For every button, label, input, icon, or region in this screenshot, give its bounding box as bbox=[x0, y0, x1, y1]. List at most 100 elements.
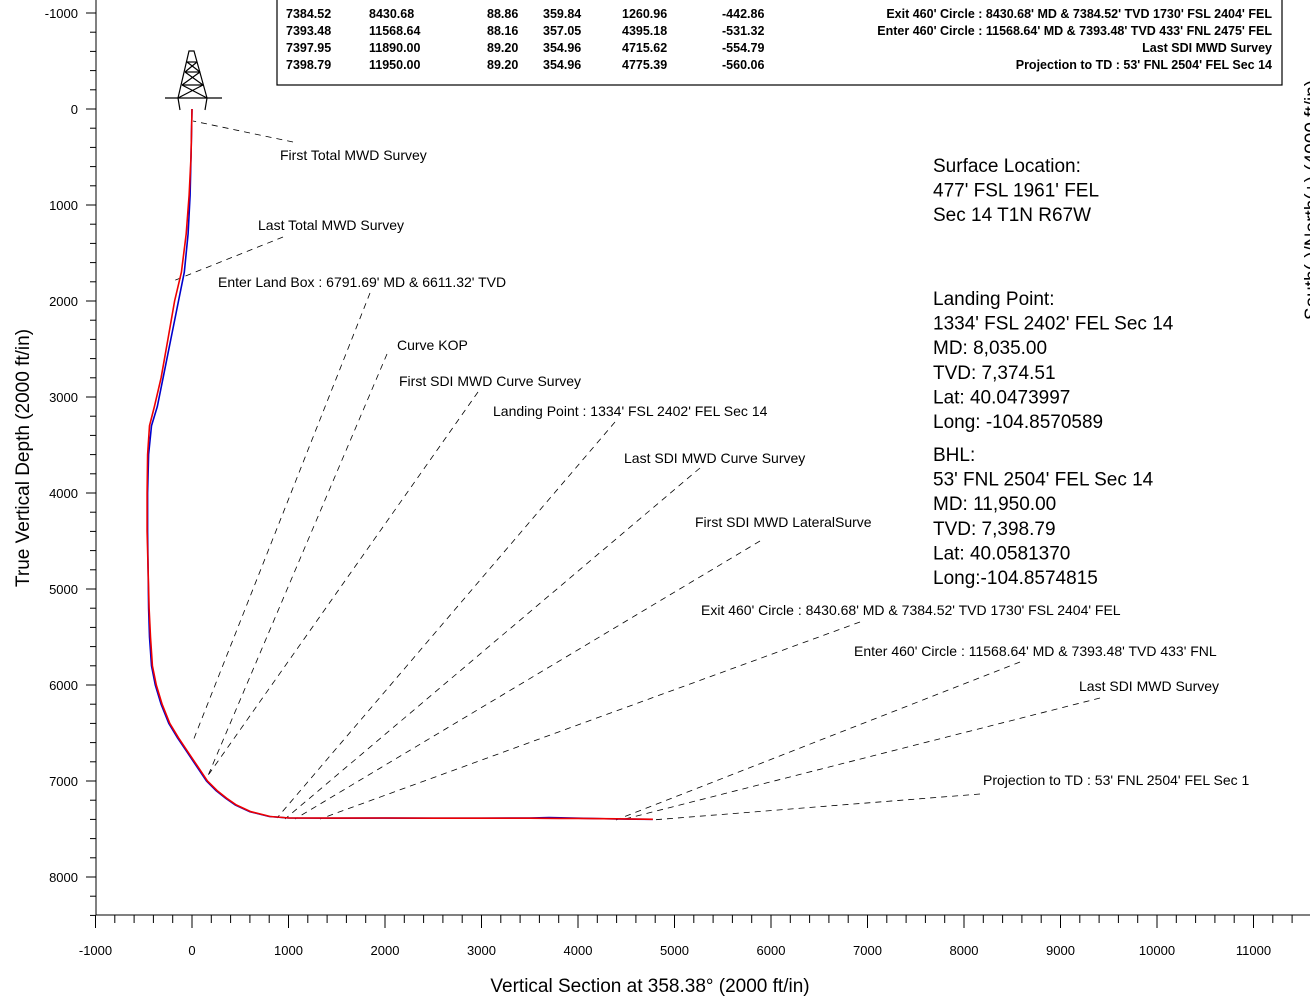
x-tick-label: 4000 bbox=[564, 943, 593, 958]
y-tick-label: 6000 bbox=[49, 678, 78, 693]
x-tick-label: 1000 bbox=[274, 943, 303, 958]
annotation-leader-line bbox=[206, 353, 388, 779]
series-line-red bbox=[146, 108, 653, 821]
survey-table-comment: Last SDI MWD Survey bbox=[1142, 41, 1272, 55]
y-tick-label: 7000 bbox=[49, 774, 78, 789]
series-lines bbox=[146, 108, 653, 821]
survey-table-cell: 359.84 bbox=[543, 7, 581, 21]
annotation-label: First Total MWD Survey bbox=[280, 147, 427, 163]
annotation-leader-line bbox=[615, 661, 1021, 821]
survey-table-cell: 88.86 bbox=[487, 7, 518, 21]
info-line: TVD: 7,398.79 bbox=[933, 519, 1056, 540]
annotation-label: Last SDI MWD Curve Survey bbox=[624, 450, 805, 466]
annotation-label: Landing Point : 1334' FSL 2402' FEL Sec … bbox=[493, 403, 768, 419]
survey-table-cell: -554.79 bbox=[722, 41, 764, 55]
survey-table-row: 7393.48 11568.64 88.16 357.05 4395.18 -531.32… bbox=[286, 24, 1272, 38]
x-tick-label: 8000 bbox=[950, 943, 979, 958]
survey-table-cell: 7397.95 bbox=[286, 41, 331, 55]
x-tick-label: 10000 bbox=[1139, 943, 1175, 958]
info-line: 53' FNL 2504' FEL Sec 14 bbox=[933, 470, 1154, 491]
survey-table-cell: 7393.48 bbox=[286, 24, 331, 38]
info-line: Lat: 40.0473997 bbox=[933, 387, 1070, 408]
y-tick-label: 4000 bbox=[49, 486, 78, 501]
info-line: TVD: 7,374.51 bbox=[933, 363, 1056, 384]
drilling-rig-icon bbox=[165, 50, 222, 111]
bhl-info: BHL: 53' FNL 2504' FEL Sec 14 MD: 11,950.0… bbox=[933, 445, 1154, 589]
landing-point-info: Landing Point: 1334' FSL 2402' FEL Sec 14… bbox=[933, 289, 1174, 433]
y-axis-title: True Vertical Depth (2000 ft/in) bbox=[13, 329, 34, 587]
x-tick-label: 6000 bbox=[757, 943, 786, 958]
annotations: First Total MWD Survey Last Total MWD Sur… bbox=[218, 147, 1250, 788]
info-line: Lat: 40.0581370 bbox=[933, 543, 1070, 564]
annotation-leader-line bbox=[620, 697, 1101, 821]
y-tick-label: 0 bbox=[71, 102, 78, 117]
info-line: Surface Location: bbox=[933, 156, 1081, 177]
annotation-label: First SDI MWD LateralSurve bbox=[695, 514, 872, 530]
right-axis-title: South(-)/North(+) (4000 ft/in) bbox=[1302, 80, 1310, 320]
survey-table-cell: 354.96 bbox=[543, 41, 581, 55]
survey-table-box bbox=[276, 0, 1283, 86]
annotation-label: First SDI MWD Curve Survey bbox=[399, 373, 581, 389]
survey-table-cell: -531.32 bbox=[722, 24, 764, 38]
annotation-label: Last Total MWD Survey bbox=[258, 217, 404, 233]
survey-table-cell: 7384.52 bbox=[286, 7, 331, 21]
annotation-label: Projection to TD : 53' FNL 2504' FEL Sec… bbox=[983, 772, 1250, 788]
y-tick-label: -1000 bbox=[45, 6, 78, 21]
info-line: Long:-104.8574815 bbox=[933, 568, 1098, 589]
x-tick-label: 9000 bbox=[1046, 943, 1075, 958]
survey-table-cell: 4775.39 bbox=[622, 58, 667, 72]
survey-table-cell: 89.20 bbox=[487, 58, 518, 72]
annotation-leader-line bbox=[172, 236, 284, 282]
info-line: 1334' FSL 2402' FEL Sec 14 bbox=[933, 314, 1174, 335]
survey-table-comment: Exit 460' Circle : 8430.68' MD & 7384.52… bbox=[886, 7, 1272, 21]
x-tick-label: 2000 bbox=[371, 943, 400, 958]
survey-table-cell: 354.96 bbox=[543, 58, 581, 72]
annotation-leader-line bbox=[276, 421, 616, 819]
annotation-leader-line bbox=[208, 391, 479, 775]
right-axis-title-clip: South(-)/North(+) (4000 ft/in) bbox=[1302, 80, 1310, 320]
survey-table-cell: 88.16 bbox=[487, 24, 518, 38]
survey-table-comment: Projection to TD : 53' FNL 2504' FEL Sec… bbox=[1016, 58, 1272, 72]
annotation-leader-line bbox=[651, 793, 981, 821]
survey-table-comment: Enter 460' Circle : 11568.64' MD & 7393.… bbox=[877, 24, 1272, 38]
survey-table-cell: 4395.18 bbox=[622, 24, 667, 38]
annotation-leader-line bbox=[319, 621, 861, 820]
x-tick-label: 3000 bbox=[467, 943, 496, 958]
survey-table-row: 7397.95 11890.00 89.20 354.96 4715.62 -554.79… bbox=[286, 41, 1272, 55]
surface-location-info: Surface Location: 477' FSL 1961' FEL Sec 1… bbox=[933, 156, 1099, 226]
info-line: Sec 14 T1N R67W bbox=[933, 205, 1091, 226]
info-line: BHL: bbox=[933, 445, 975, 466]
survey-table-cell: 7398.79 bbox=[286, 58, 331, 72]
survey-table-row: 7398.79 11950.00 89.20 354.96 4775.39 -560.06… bbox=[286, 58, 1272, 72]
info-block: Surface Location: 477' FSL 1961' FEL Sec 1… bbox=[933, 156, 1174, 589]
annotation-label: Enter 460' Circle : 11568.64' MD & 7393.… bbox=[854, 643, 1217, 659]
series-line-blue bbox=[146, 108, 653, 821]
survey-table-cell: -442.86 bbox=[722, 7, 764, 21]
info-line: Long: -104.8570589 bbox=[933, 412, 1103, 433]
x-axis-title: Vertical Section at 358.38° (2000 ft/in) bbox=[490, 976, 809, 997]
survey-table-cell: 89.20 bbox=[487, 41, 518, 55]
annotation-leader-line bbox=[192, 120, 294, 143]
annotation-label: Curve KOP bbox=[397, 337, 468, 353]
info-line: MD: 8,035.00 bbox=[933, 338, 1047, 359]
survey-table-cell: 8430.68 bbox=[369, 7, 414, 21]
y-tick-label: 2000 bbox=[49, 294, 78, 309]
survey-table-cell: 11568.64 bbox=[369, 24, 420, 38]
x-tick-label: 11000 bbox=[1236, 943, 1271, 958]
annotation-label: Exit 460' Circle : 8430.68' MD & 7384.52… bbox=[701, 602, 1121, 618]
x-tick-label: 7000 bbox=[853, 943, 882, 958]
y-tick-label: 5000 bbox=[49, 582, 78, 597]
survey-table-cell: 4715.62 bbox=[622, 41, 667, 55]
x-tick-label: 0 bbox=[188, 943, 195, 958]
survey-table-cell: -560.06 bbox=[722, 58, 764, 72]
survey-table-cell: 357.05 bbox=[543, 24, 581, 38]
survey-table-cell: 11950.00 bbox=[369, 58, 420, 72]
y-tick-label: 3000 bbox=[49, 390, 78, 405]
x-axis-ticks: -1000 0 1000 2000 3000 4000 5000 6000 7000 8000 90… bbox=[79, 915, 1293, 958]
x-tick-label: 5000 bbox=[660, 943, 689, 958]
survey-table-row: 7384.52 8430.68 88.86 359.84 1260.96 -442.86 E… bbox=[286, 7, 1272, 21]
annotation-leader-line bbox=[192, 292, 371, 742]
info-line: 477' FSL 1961' FEL bbox=[933, 181, 1099, 202]
survey-table: 7384.52 8430.68 88.86 359.84 1260.96 -442.86 E… bbox=[286, 7, 1272, 72]
